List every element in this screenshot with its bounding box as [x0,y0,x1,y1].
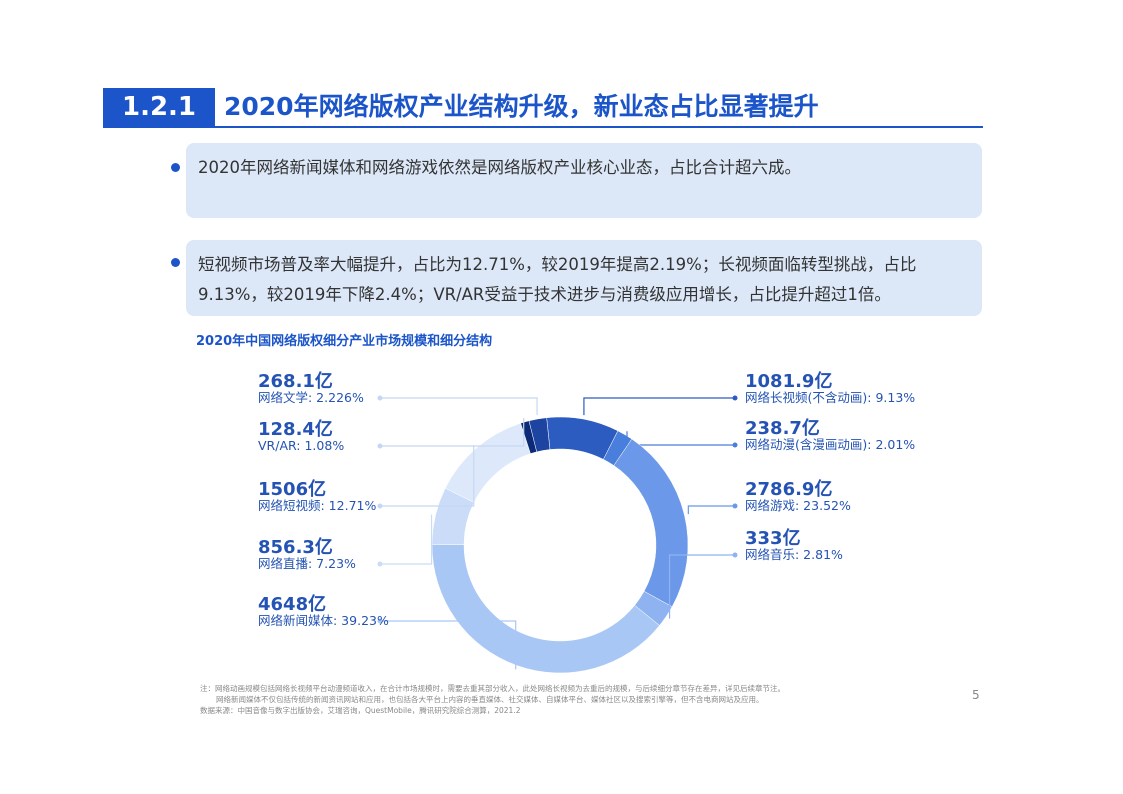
leader-line [583,397,735,416]
amount-label: 268.1亿 [258,370,333,392]
bullet-dot [171,258,180,267]
leader-dot [377,618,383,624]
leader-dot [377,561,383,567]
amount-label: 333亿 [745,527,801,549]
title-rule [103,126,983,128]
bullet-text: 2020年网络新闻媒体和网络游戏依然是网络版权产业核心业态，占比合计超六成。 [186,143,982,218]
section-number: 1.2.1 [103,88,215,126]
page-number: 5 [972,688,980,702]
category-label: 网络新闻媒体: 39.23% [258,613,389,628]
leader-line [687,505,735,515]
amount-label: 856.3亿 [258,536,333,558]
category-label: VR/AR: 1.08% [258,438,344,453]
amount-label: 2786.9亿 [745,478,832,500]
section-title: 2020年网络版权产业结构升级，新业态占比显著提升 [224,92,819,121]
category-label: 网络短视频: 12.71% [258,498,376,513]
category-label: 网络直播: 7.23% [258,556,356,571]
leader-dot [377,503,383,509]
slice [431,544,660,674]
slice [528,417,551,453]
slice [444,422,531,503]
category-label: 网络音乐: 2.81% [745,547,843,562]
category-label: 网络长视频(不含动画): 9.13% [745,390,915,405]
slice [613,438,689,608]
leader-line [380,418,525,447]
category-label: 网络文学: 2.226% [258,390,364,405]
category-label: 网络游戏: 23.52% [745,498,851,513]
leader-line [380,514,433,565]
amount-label: 4648亿 [258,593,326,615]
leader-line [626,431,735,446]
leader-dot [732,552,738,558]
leader-dot [732,395,738,401]
note: 网络新闻媒体不仅包括传统的新闻资讯网站和应用，也包括各大平台上内容的垂直媒体、社… [216,695,764,704]
leader-dot [732,503,738,509]
chart-title: 2020年中国网络版权细分产业市场规模和细分结构 [196,333,492,349]
leader-line [380,445,475,507]
leader-line [380,397,538,416]
leader-dot [732,442,738,448]
source: 数据来源：中国音像与数字出版协会，艾瑞咨询，QuestMobile，腾讯研究院综… [200,706,521,715]
leader-dot [377,395,383,401]
bullet-text: 短视频市场普及率大幅提升，占比为12.71%，较2019年提高2.19%；长视频… [186,240,982,316]
amount-label: 128.4亿 [258,418,333,440]
note: 注：网络动画规模包括网络长视频平台动漫频道收入，在合计市场规模时，需要去重其部分… [200,684,785,693]
leader-dot [377,443,383,449]
category-label: 网络动漫(含漫画动画): 2.01% [745,437,915,452]
bullet-dot [171,163,180,172]
leader-line [380,620,517,670]
amount-label: 1081.9亿 [745,370,832,392]
amount-label: 1506亿 [258,478,326,500]
amount-label: 238.7亿 [745,417,820,439]
leader-line [668,554,735,619]
